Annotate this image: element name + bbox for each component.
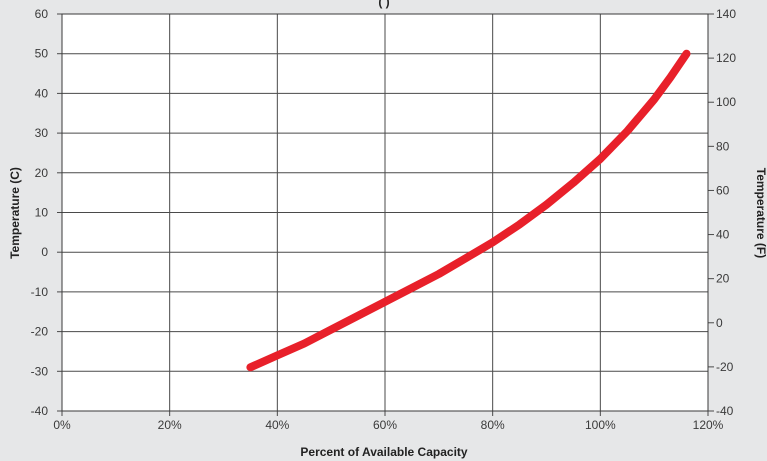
y-right-tick-label: 20 — [716, 272, 730, 286]
x-axis-title: Percent of Available Capacity — [300, 445, 468, 459]
x-tick-label: 40% — [265, 418, 289, 432]
y-left-tick-label: -10 — [31, 285, 49, 299]
grid-lines — [61, 13, 709, 412]
y-left-tick-label: -20 — [31, 325, 49, 339]
x-tick-label: 60% — [373, 418, 397, 432]
y-right-tick-label: 60 — [716, 183, 730, 197]
y-axis-title-right: Temperature (F) — [754, 168, 767, 258]
tick-labels: 0% 20% 40% 60% 80% 100% 120%-40-30-20-10010203… — [31, 7, 737, 432]
y-axis-title-left: Temperature (C) — [8, 167, 22, 259]
y-right-tick-label: 80 — [716, 139, 730, 153]
y-right-tick-label: 140 — [716, 7, 736, 21]
y-left-tick-label: 10 — [35, 206, 49, 220]
chart-title-partial: ( ) — [378, 0, 389, 9]
y-left-tick-label: 60 — [35, 7, 49, 21]
y-left-tick-label: 0 — [41, 245, 48, 259]
plot-border — [61, 13, 709, 412]
y-left-tick-label: -40 — [31, 404, 49, 418]
x-tick-label: 20% — [158, 418, 182, 432]
y-left-tick-label: 30 — [35, 126, 49, 140]
y-left-tick-label: 40 — [35, 86, 49, 100]
series-line-capacity-temperature — [246, 49, 691, 372]
y-right-tick-label: 120 — [716, 51, 736, 65]
x-tick-label: 120% — [693, 418, 724, 432]
series-layer — [246, 49, 691, 372]
x-tick-label: 100% — [585, 418, 616, 432]
y-right-tick-label: -20 — [716, 360, 734, 374]
x-tick-label: 80% — [481, 418, 505, 432]
y-right-tick-label: 0 — [716, 316, 723, 330]
axis-ticks — [57, 13, 714, 416]
y-right-tick-label: 40 — [716, 228, 730, 242]
y-left-tick-label: 20 — [35, 166, 49, 180]
y-right-tick-label: 100 — [716, 95, 736, 109]
x-tick-label: 0% — [53, 418, 71, 432]
y-left-tick-label: -30 — [31, 364, 49, 378]
y-left-tick-label: 50 — [35, 47, 49, 61]
y-right-tick-label: -40 — [716, 404, 734, 418]
